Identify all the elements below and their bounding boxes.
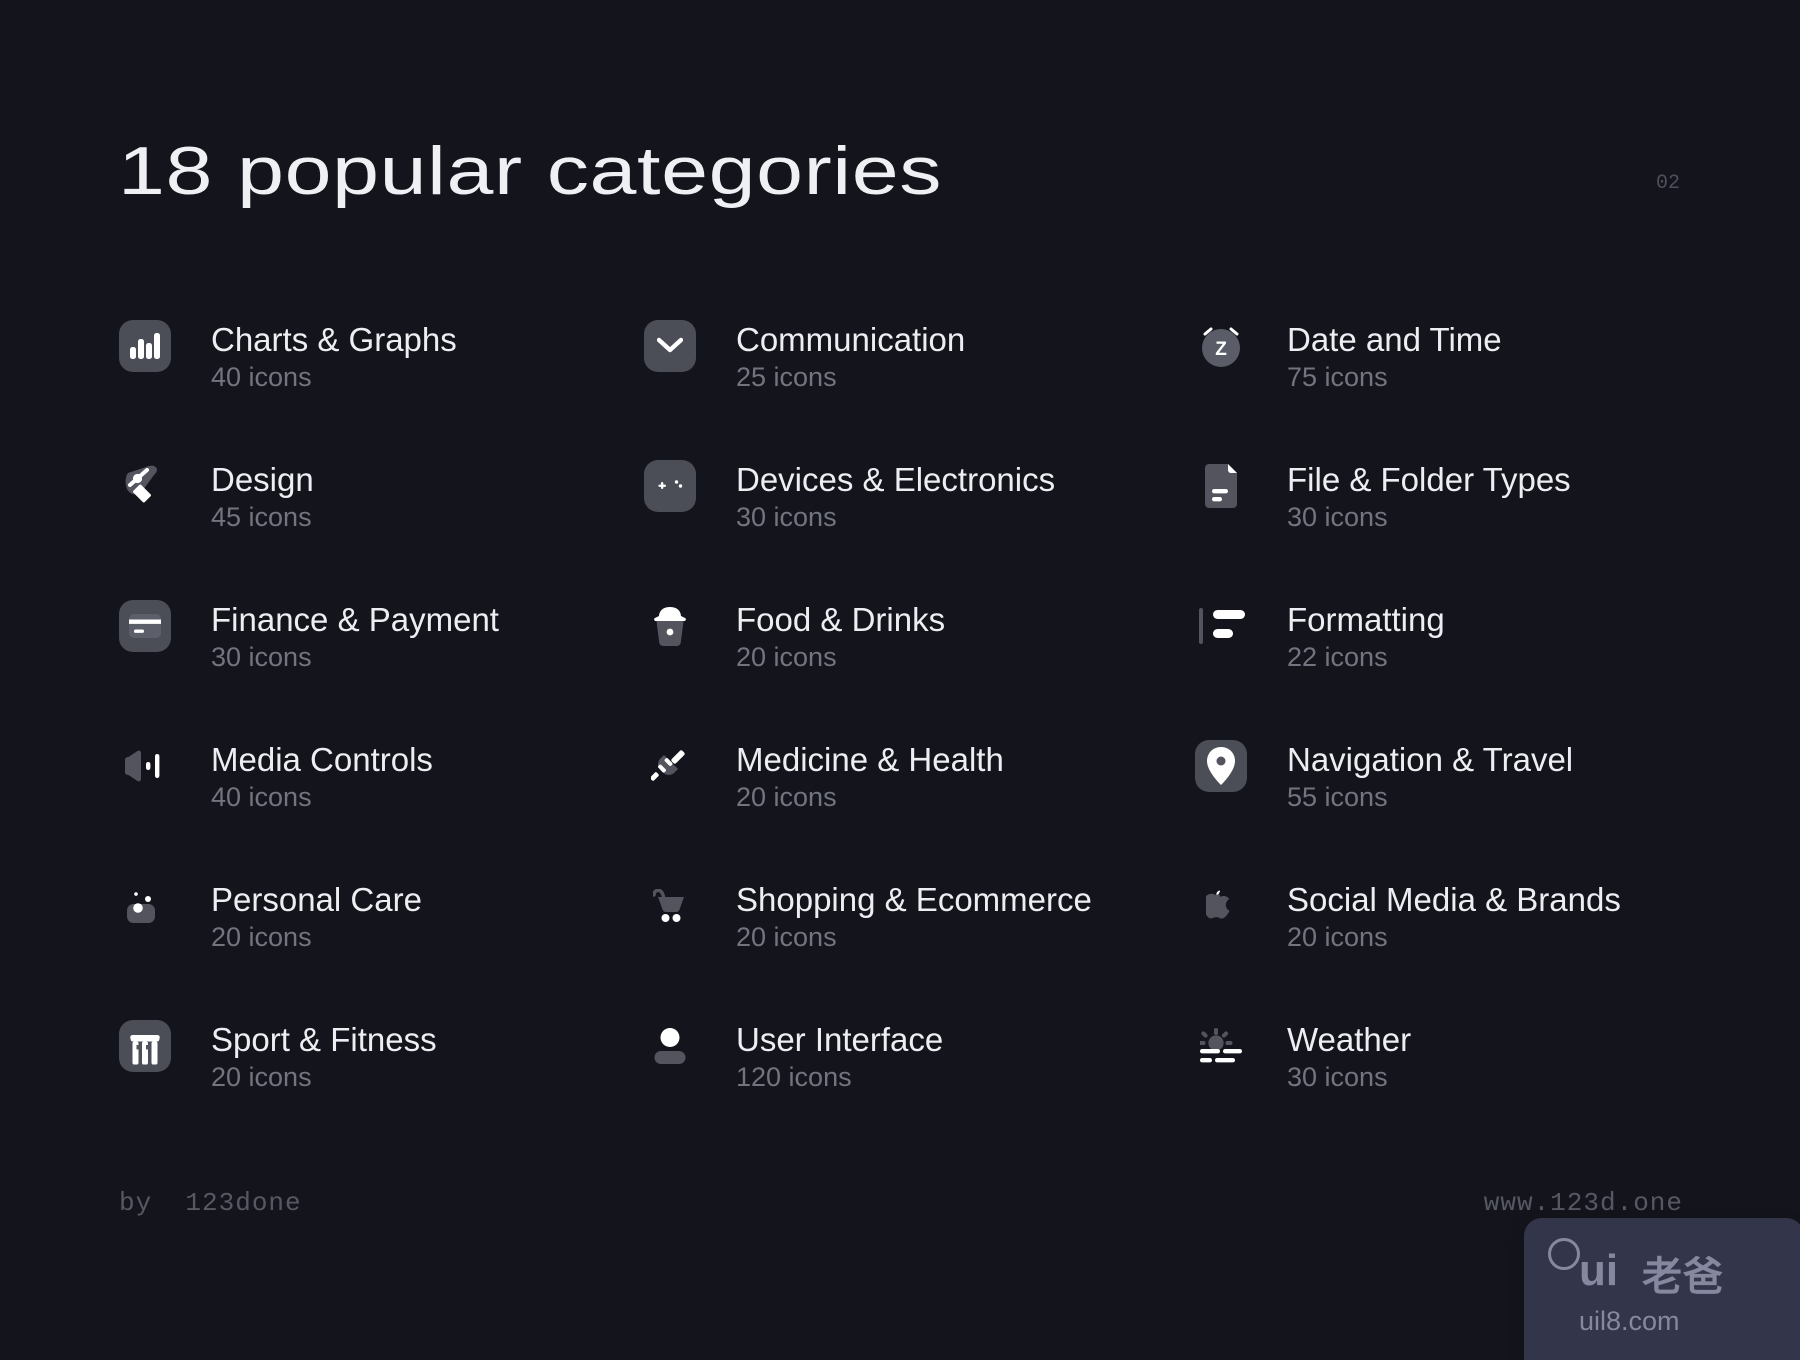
- svg-text:Z: Z: [1215, 339, 1227, 360]
